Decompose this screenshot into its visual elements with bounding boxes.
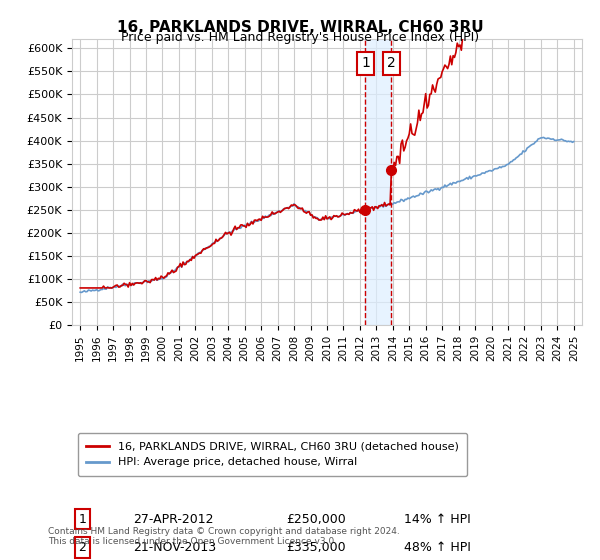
Text: 27-APR-2012: 27-APR-2012: [133, 512, 214, 525]
Bar: [365, 39, 391, 325]
Text: 21-NOV-2013: 21-NOV-2013: [133, 541, 217, 554]
Text: 2: 2: [78, 541, 86, 554]
Text: 16, PARKLANDS DRIVE, WIRRAL, CH60 3RU: 16, PARKLANDS DRIVE, WIRRAL, CH60 3RU: [116, 20, 484, 35]
Text: £250,000: £250,000: [286, 512, 346, 525]
Text: Contains HM Land Registry data © Crown copyright and database right 2024.
This d: Contains HM Land Registry data © Crown c…: [48, 526, 400, 546]
Legend: 16, PARKLANDS DRIVE, WIRRAL, CH60 3RU (detached house), HPI: Average price, deta: 16, PARKLANDS DRIVE, WIRRAL, CH60 3RU (d…: [77, 433, 467, 477]
Text: Price paid vs. HM Land Registry's House Price Index (HPI): Price paid vs. HM Land Registry's House …: [121, 31, 479, 44]
Text: 2: 2: [387, 57, 396, 71]
Text: 48% ↑ HPI: 48% ↑ HPI: [404, 541, 470, 554]
Text: £335,000: £335,000: [286, 541, 346, 554]
Text: 14% ↑ HPI: 14% ↑ HPI: [404, 512, 470, 525]
Text: 1: 1: [78, 512, 86, 525]
Text: 1: 1: [361, 57, 370, 71]
